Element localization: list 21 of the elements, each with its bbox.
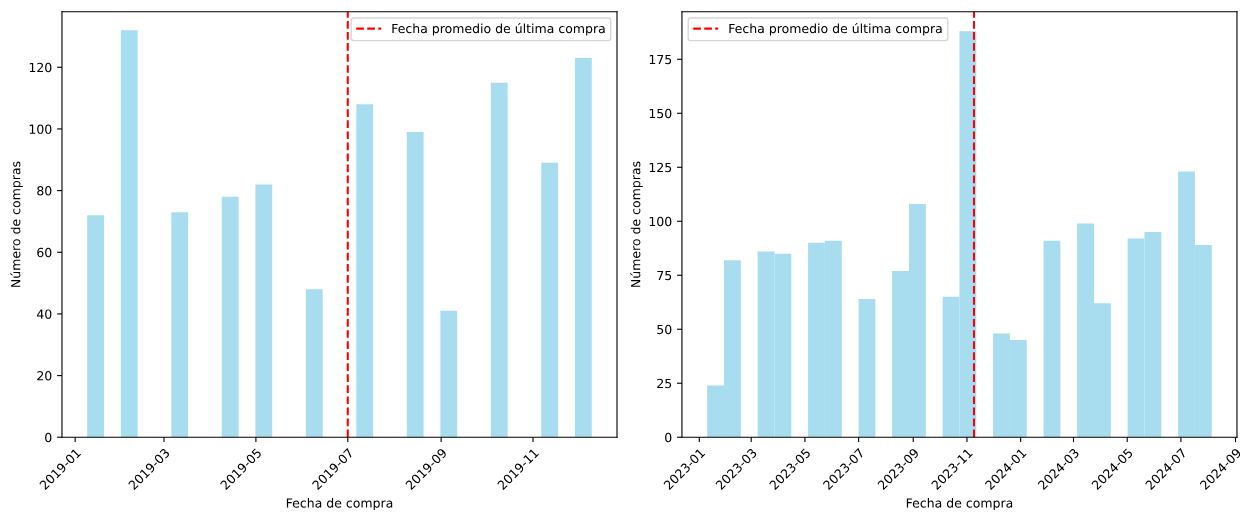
y-axis-title: Número de compras xyxy=(10,161,23,287)
y-tick-label: 40 xyxy=(36,309,52,319)
y-tick-label: 25 xyxy=(657,378,672,389)
y-tick-label: 150 xyxy=(649,108,672,119)
y-tick-label: 50 xyxy=(657,324,672,335)
ref-line-label: Fecha promedio de última compra xyxy=(392,23,605,36)
y-tick-label: 175 xyxy=(649,54,672,65)
y-tick-label: 0 xyxy=(45,432,52,443)
x-axis-title: Fecha de compra xyxy=(906,498,1013,511)
y-axis-title: Número de compras xyxy=(630,161,643,287)
y-tick-label: 75 xyxy=(657,270,672,281)
y-tick-label: 120 xyxy=(29,62,52,73)
y-tick-label: 20 xyxy=(37,371,52,381)
ref-line-label: Fecha promedio de última compra xyxy=(729,23,942,36)
y-tick-label: 100 xyxy=(29,124,52,134)
y-tick-label: 125 xyxy=(649,162,672,173)
y-tick-label: 100 xyxy=(649,216,672,227)
y-tick-label: 0 xyxy=(665,432,672,443)
y-tick-label: 60 xyxy=(37,247,52,258)
x-axis-title: Fecha de compra xyxy=(286,498,393,511)
y-tick-label: 80 xyxy=(37,186,52,196)
